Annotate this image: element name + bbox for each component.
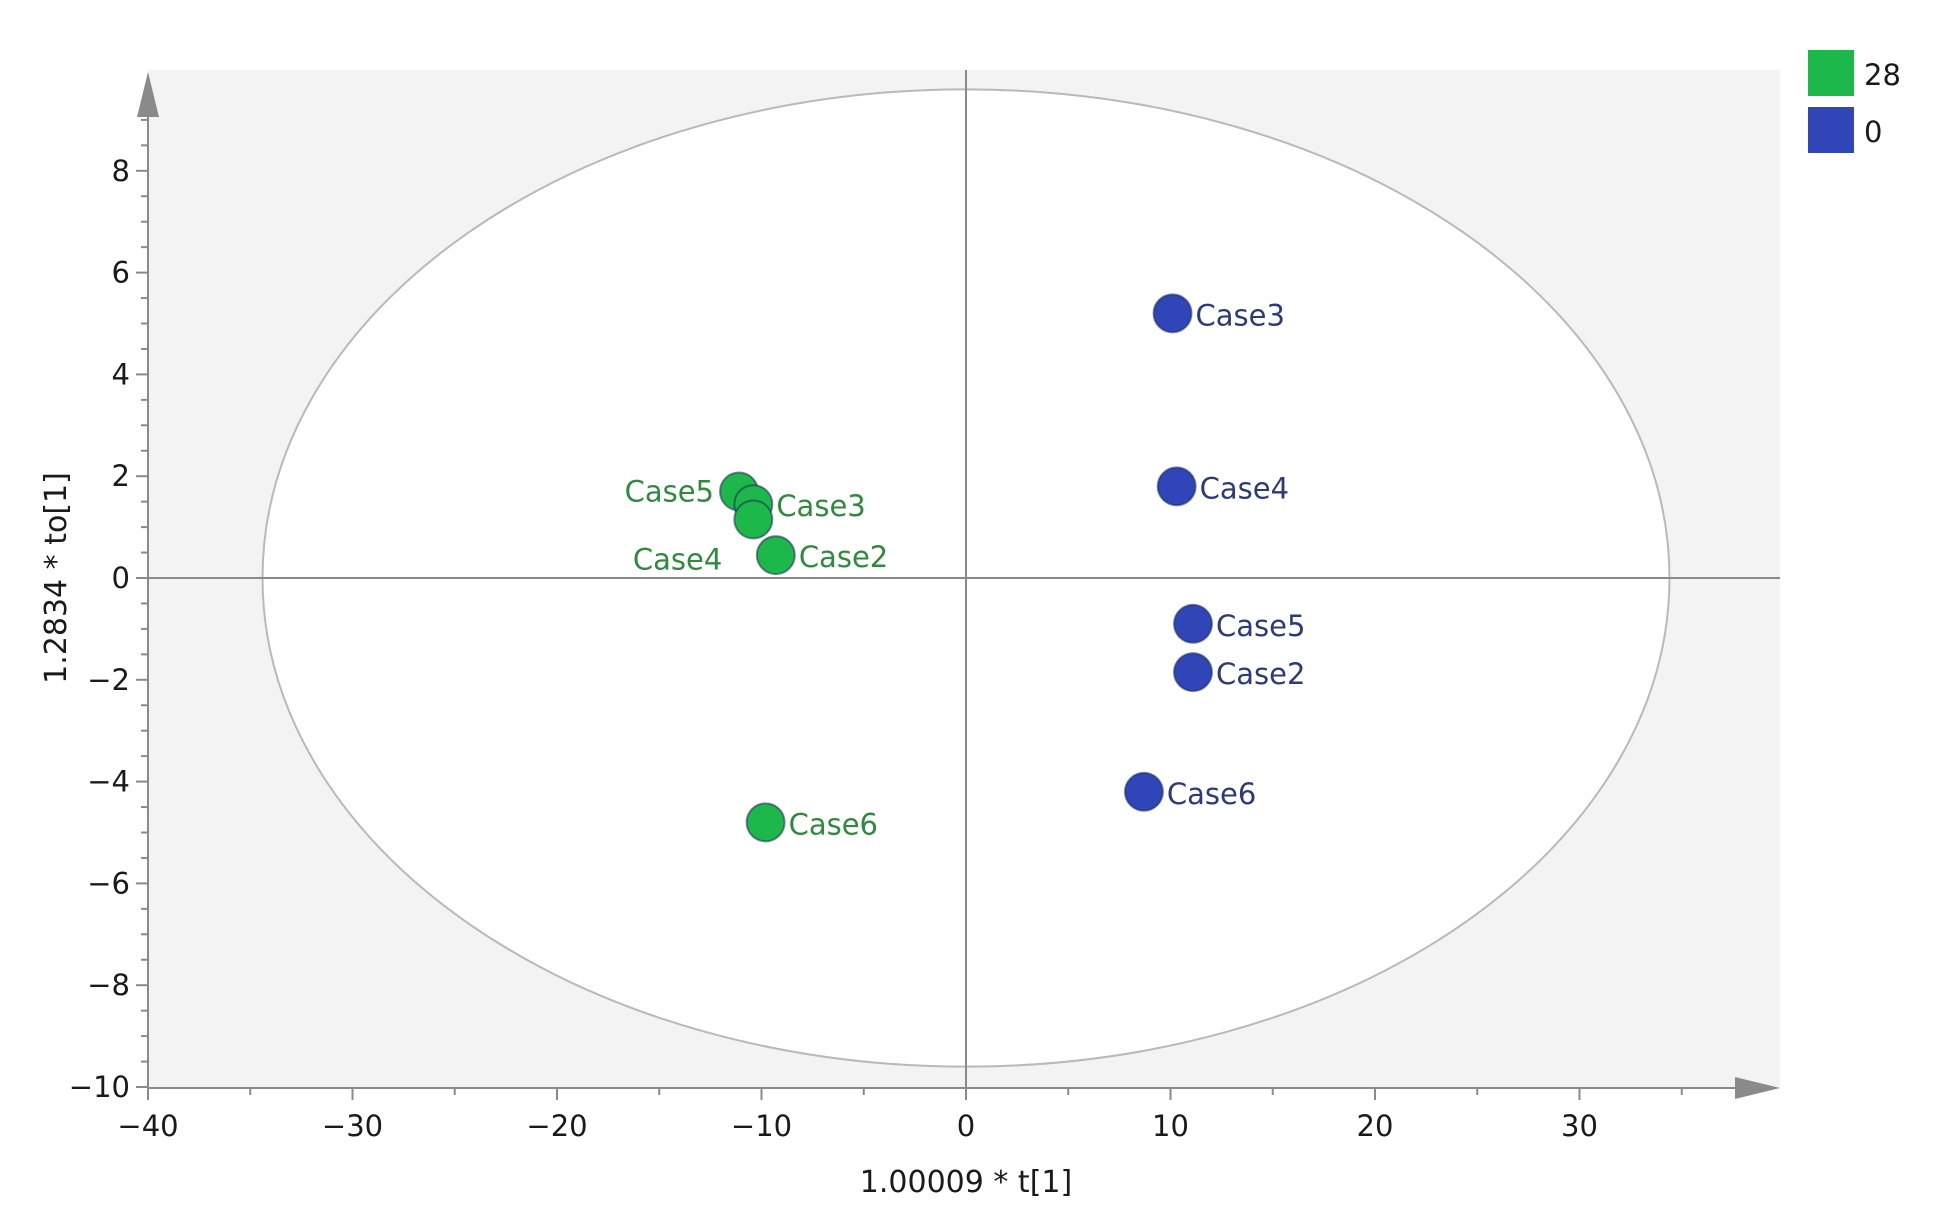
x-axis-arrow [1735,1077,1780,1099]
legend-swatch [1808,107,1854,153]
data-point [1172,652,1213,693]
point-label: Case3 [1196,298,1285,332]
x-tick-label: 30 [1561,1109,1598,1143]
point-label: Case6 [1167,777,1256,811]
y-axis-title: 1.2834 * to[1] [39,472,74,684]
x-tick-label: 0 [957,1109,975,1143]
x-tick-label: −40 [117,1109,178,1143]
point-label: Case5 [1216,609,1305,643]
point-label: Case2 [799,540,888,574]
point-label: Case4 [633,542,722,576]
y-tick-label: −8 [87,968,130,1002]
y-tick-label: 8 [112,154,130,188]
legend-label: 0 [1864,115,1882,149]
y-axis-arrow [137,72,159,117]
y-tick-label: −10 [69,1070,130,1104]
y-tick-label: 2 [112,459,130,493]
point-label: Case6 [789,807,878,841]
y-tick-label: 0 [112,561,130,595]
data-point [733,499,774,540]
y-tick-label: −6 [87,866,130,900]
legend-label: 28 [1864,58,1901,92]
legend-swatch [1808,50,1854,96]
y-tick-label: 4 [112,357,130,391]
x-axis-title: 1.00009 * t[1] [860,1165,1072,1200]
data-point [1172,603,1213,644]
x-tick-label: −10 [731,1109,792,1143]
data-point [1152,293,1193,334]
data-point [745,802,786,843]
data-point [755,535,796,576]
y-tick-label: −2 [87,663,130,697]
data-point [1156,466,1197,507]
x-tick-label: 20 [1357,1109,1394,1143]
point-label: Case3 [776,489,865,523]
point-label: Case5 [625,474,714,508]
point-label: Case2 [1216,657,1305,691]
x-tick-label: −20 [526,1109,587,1143]
x-tick-label: −30 [322,1109,383,1143]
y-tick-label: 6 [112,256,130,290]
point-label: Case4 [1200,471,1289,505]
y-tick-label: −4 [87,765,130,799]
data-point [1123,771,1164,812]
x-tick-label: 10 [1152,1109,1189,1143]
